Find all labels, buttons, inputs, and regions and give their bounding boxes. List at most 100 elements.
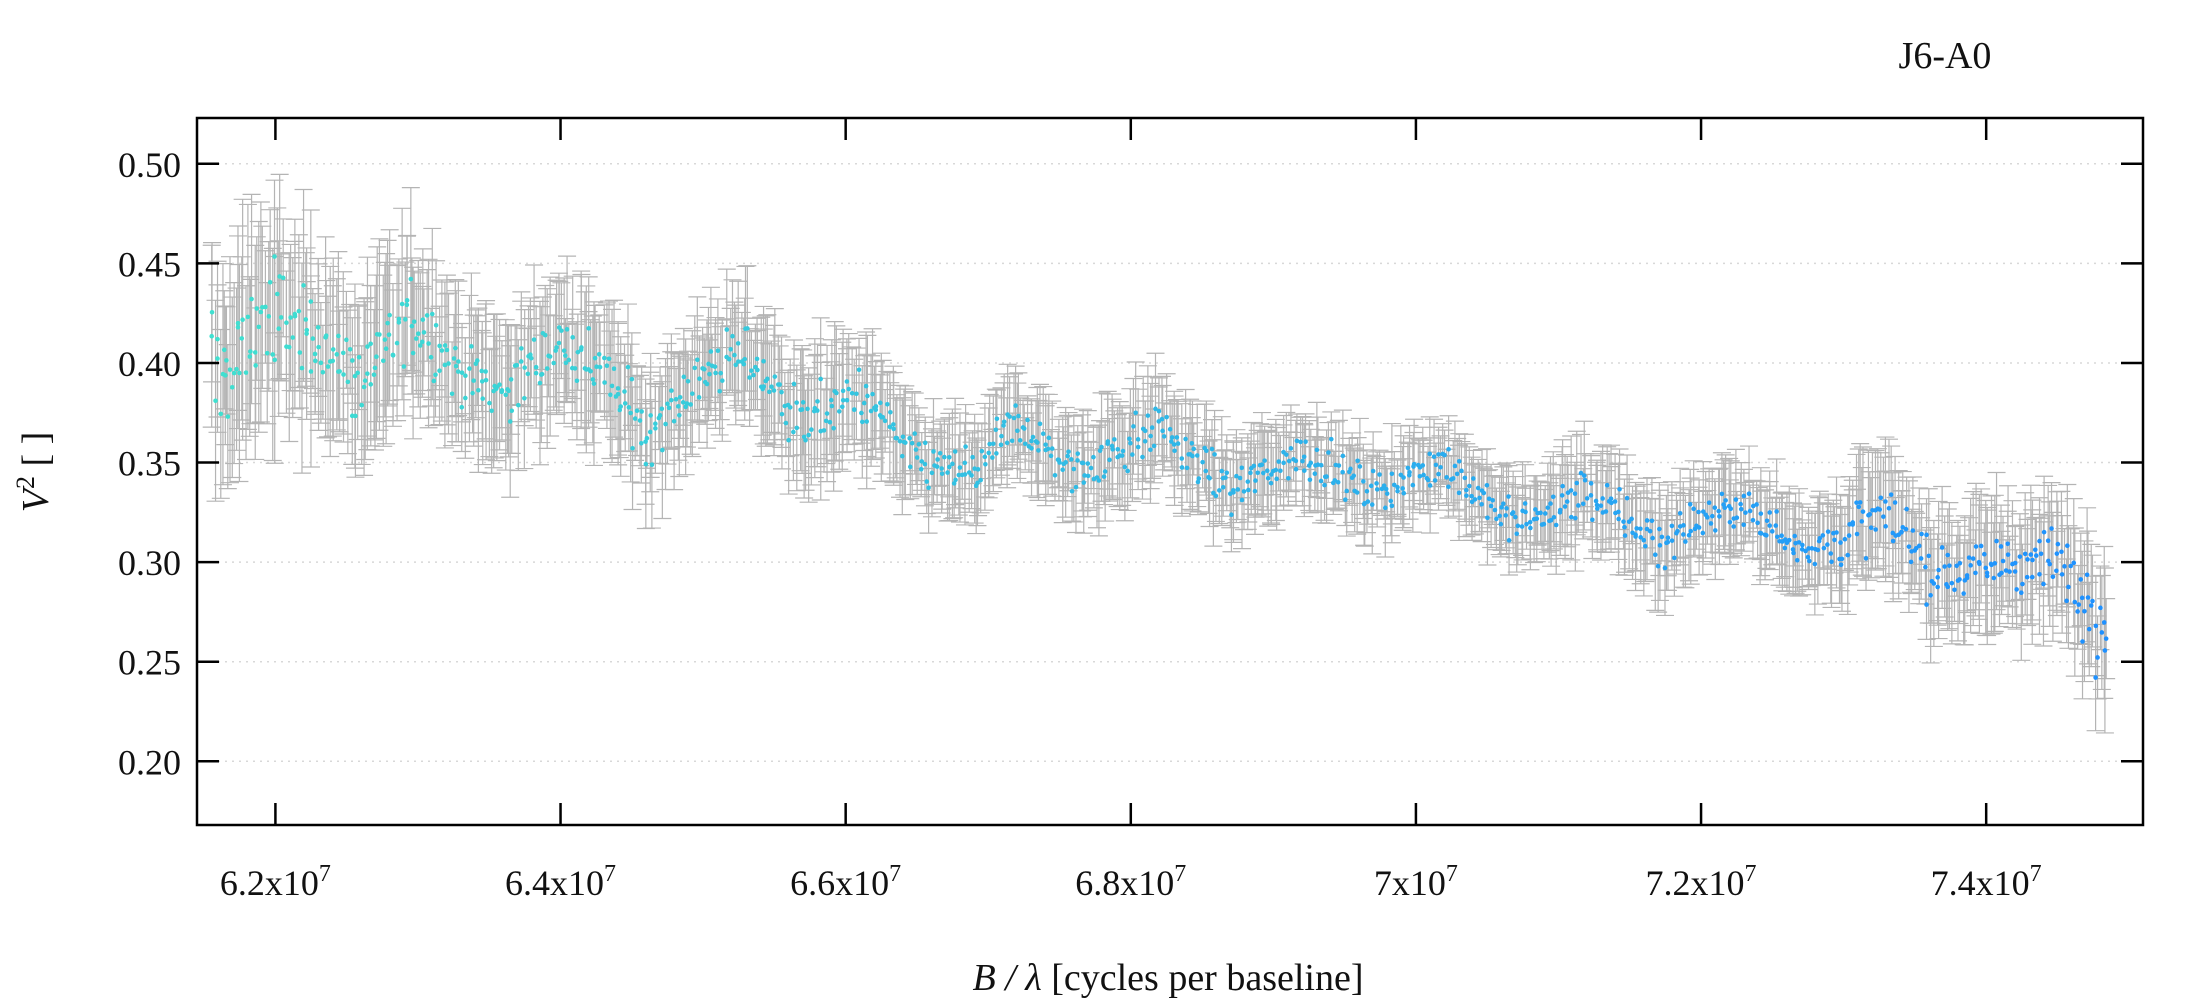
data-point — [1066, 449, 1071, 454]
data-point — [1171, 442, 1177, 447]
data-point — [1172, 448, 1177, 454]
data-point — [1273, 467, 1279, 473]
data-point — [243, 370, 249, 375]
data-point — [2062, 564, 2067, 569]
data-point — [914, 455, 920, 460]
data-point — [390, 352, 396, 358]
data-point — [1401, 475, 1406, 480]
data-point — [1709, 513, 1715, 519]
data-point — [1075, 451, 1081, 456]
data-point — [1389, 503, 1395, 509]
data-point — [962, 460, 968, 466]
data-point — [1644, 518, 1650, 523]
data-point — [909, 440, 915, 446]
data-point — [690, 391, 695, 396]
data-point — [1878, 495, 1884, 501]
data-point — [885, 402, 890, 407]
data-point — [1149, 425, 1155, 430]
data-point — [1612, 499, 1618, 504]
data-point — [1669, 523, 1675, 529]
data-point — [1069, 488, 1075, 494]
data-point — [361, 384, 367, 390]
data-point — [362, 378, 368, 383]
data-point — [1303, 439, 1308, 444]
data-point — [685, 379, 691, 384]
data-point — [1513, 514, 1518, 520]
data-point — [899, 453, 905, 459]
data-point — [449, 391, 455, 397]
data-point — [1328, 436, 1334, 442]
data-point — [1498, 521, 1504, 527]
data-point — [1444, 475, 1449, 480]
data-point — [446, 361, 451, 366]
data-point — [676, 404, 681, 409]
data-point — [969, 473, 974, 478]
x-tick-label-exponent: 7 — [1745, 861, 1757, 887]
data-point — [1446, 484, 1451, 490]
data-point — [1237, 475, 1243, 481]
data-point — [531, 337, 537, 342]
data-point — [840, 397, 846, 403]
data-point — [1097, 448, 1103, 454]
data-point — [1659, 534, 1665, 540]
data-point — [791, 381, 797, 387]
data-point — [1382, 505, 1388, 511]
data-point — [2037, 571, 2042, 577]
data-point — [336, 333, 341, 339]
data-point — [277, 274, 282, 279]
data-point — [1731, 524, 1737, 529]
data-point — [602, 355, 607, 361]
data-point — [861, 400, 867, 406]
data-point — [396, 316, 402, 322]
data-point — [1527, 519, 1533, 525]
data-point — [1741, 493, 1747, 499]
data-point — [993, 427, 999, 433]
data-point — [2050, 574, 2056, 580]
data-point — [459, 370, 465, 375]
data-point — [1700, 530, 1706, 536]
data-point — [1769, 529, 1775, 534]
data-point — [323, 335, 328, 340]
data-point — [897, 438, 903, 444]
data-point — [1160, 428, 1165, 434]
data-point — [1712, 505, 1718, 510]
data-point — [1471, 476, 1476, 481]
data-point — [669, 388, 674, 393]
data-point — [859, 410, 864, 416]
data-point — [578, 347, 584, 353]
y-tick-label: 0.25 — [118, 643, 181, 683]
data-point — [1101, 474, 1107, 479]
x-tick-label: 6.2x107 — [220, 861, 331, 903]
data-point — [1846, 533, 1852, 538]
data-point — [252, 350, 258, 355]
data-point — [1727, 519, 1733, 525]
data-point — [767, 389, 772, 395]
data-point — [823, 418, 829, 424]
data-point — [1622, 524, 1627, 530]
data-point — [227, 367, 233, 372]
data-point — [611, 366, 617, 371]
data-point — [533, 364, 539, 370]
data-point — [415, 331, 421, 336]
data-point — [647, 429, 653, 435]
data-point — [1407, 470, 1412, 475]
data-point — [1235, 487, 1241, 492]
data-point — [1159, 416, 1165, 422]
data-point — [1234, 473, 1239, 479]
data-point — [1411, 461, 1417, 467]
data-point — [396, 320, 402, 325]
data-point — [834, 390, 839, 396]
data-point — [1110, 447, 1115, 452]
data-point — [856, 367, 862, 373]
data-point — [1528, 525, 1533, 531]
data-point — [1957, 577, 1962, 582]
data-point — [559, 328, 564, 333]
data-point — [1184, 465, 1190, 471]
data-point — [304, 331, 309, 336]
data-point — [900, 434, 906, 440]
data-point — [1102, 469, 1108, 474]
data-point — [2033, 553, 2039, 558]
data-point — [316, 344, 321, 350]
data-point — [994, 416, 1000, 422]
data-point — [924, 479, 930, 484]
